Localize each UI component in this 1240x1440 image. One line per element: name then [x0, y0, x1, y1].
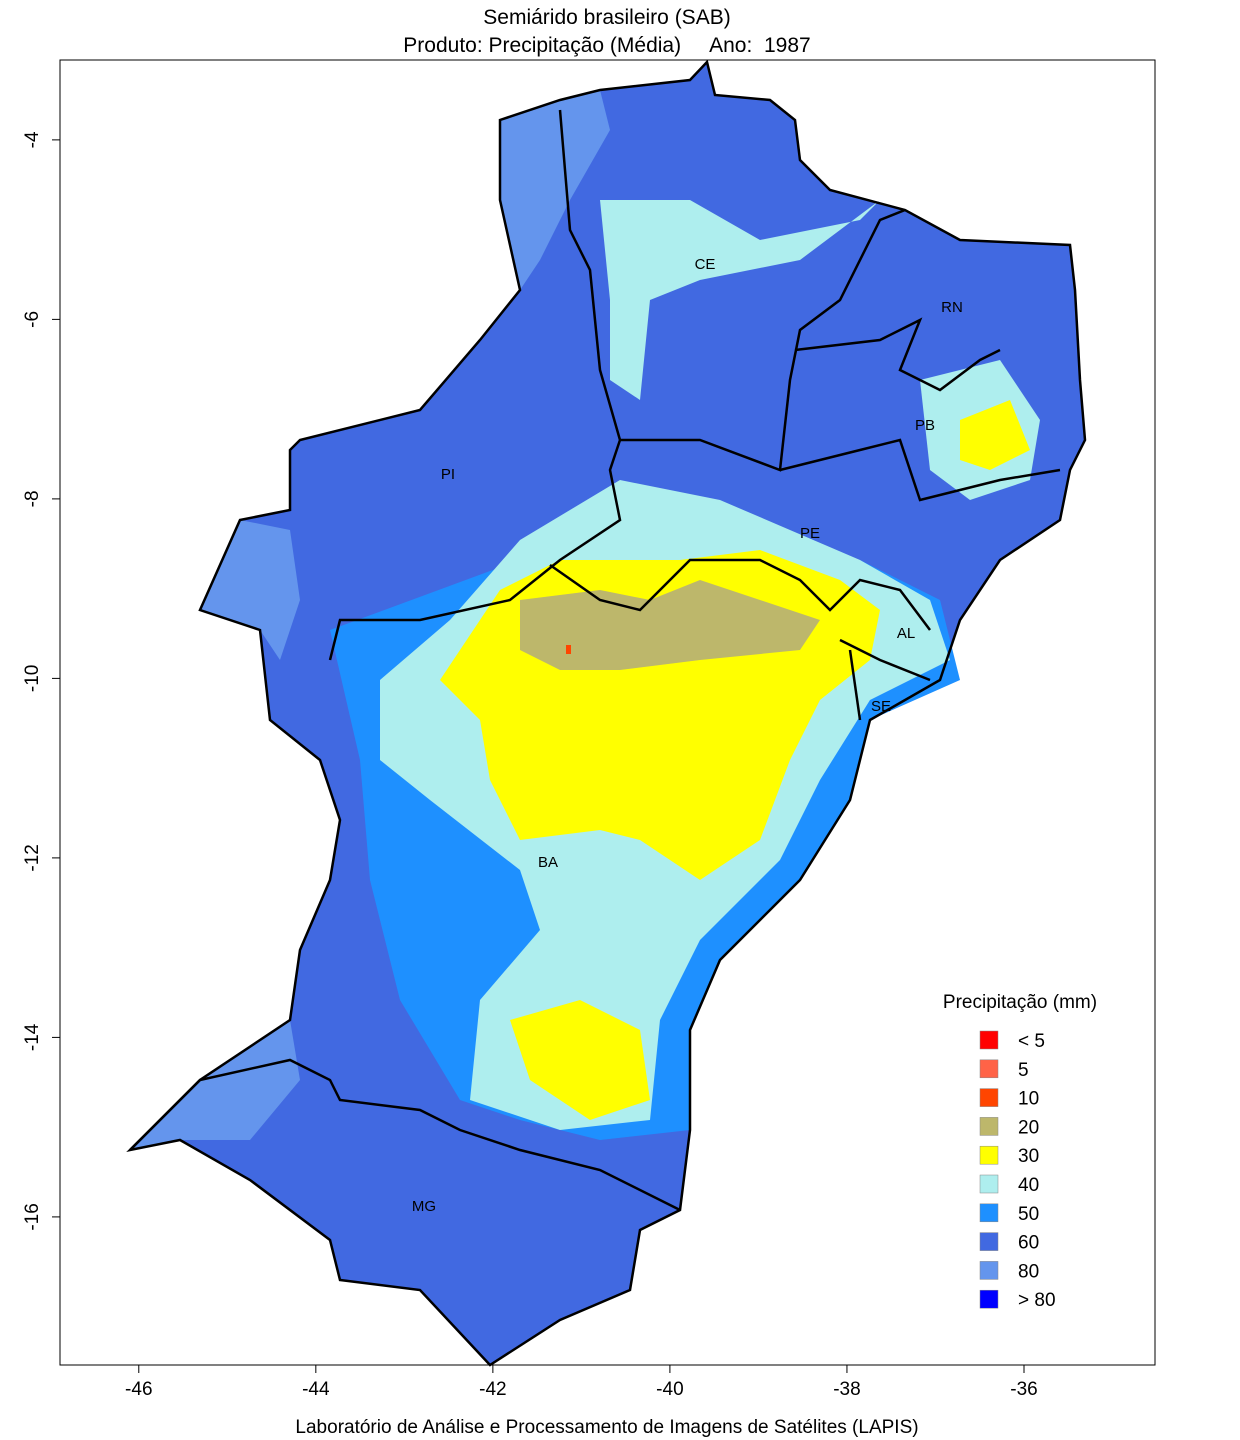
legend-label: 80: [1018, 1261, 1039, 1282]
x-tick-label: -44: [302, 1379, 330, 1400]
legend-label: 40: [1018, 1175, 1039, 1196]
region-label: RN: [941, 299, 963, 316]
legend-swatch: [979, 1203, 999, 1223]
region-label: PE: [800, 525, 820, 542]
axes: -46 -44 -42 -40 -38 -36 -4 -6 -8 -10 -12 -14 -16: [22, 131, 1038, 1400]
y-tick-label: -8: [22, 490, 43, 507]
region-label: MG: [412, 1198, 436, 1215]
legend-swatch: [979, 1088, 999, 1107]
zone-30: [510, 1000, 650, 1120]
legend-swatch: [979, 1059, 999, 1079]
y-tick-label: -16: [22, 1203, 43, 1230]
region-label: PB: [915, 417, 935, 434]
legend-label: 20: [1018, 1117, 1039, 1138]
y-tick-label: -14: [22, 1023, 43, 1051]
footer: Laboratório de Análise e Processamento d…: [295, 1417, 918, 1438]
region-labels: CE RN PB PI PE AL SE BA MG: [412, 256, 963, 1215]
x-tick-label: -38: [833, 1379, 860, 1400]
legend-swatch: [979, 1174, 999, 1194]
y-tick-label: -12: [22, 844, 43, 871]
y-tick-label: -10: [22, 665, 43, 692]
region-label: PI: [441, 466, 455, 483]
y-tick-label: -6: [22, 311, 43, 328]
legend-label: 60: [1018, 1233, 1039, 1254]
legend-label: 30: [1018, 1146, 1039, 1167]
region-label: SE: [871, 698, 891, 715]
zone-80: [500, 90, 610, 290]
legend-label: 5: [1018, 1060, 1029, 1081]
x-tick-label: -40: [656, 1379, 683, 1400]
zone-30: [960, 400, 1030, 470]
subtitle: Produto: Precipitação (Média) Ano: 1987: [403, 34, 810, 57]
region-label: AL: [897, 625, 915, 642]
legend-swatch: [979, 1145, 999, 1165]
legend-label: > 80: [1018, 1290, 1056, 1311]
legend-label: 50: [1018, 1204, 1039, 1225]
x-tick-label: -42: [479, 1379, 506, 1400]
state-borders: [126, 59, 1087, 1367]
y-tick-label: -4: [22, 131, 43, 148]
zone-80: [130, 1020, 300, 1150]
zone-20: [520, 580, 820, 670]
legend-title: Precipitação (mm): [943, 992, 1097, 1013]
legend-swatch: [979, 1289, 999, 1309]
legend: Precipitação (mm) < 5 5 10 20 30 40 50 60 80 > 80: [943, 992, 1097, 1311]
plot-frame: [59, 59, 1156, 1366]
zone-80: [200, 520, 300, 660]
map-area: [126, 59, 1087, 1367]
title: Semiárido brasileiro (SAB): [483, 6, 730, 29]
x-tick-label: -36: [1010, 1379, 1037, 1400]
legend-swatch: [979, 1261, 999, 1280]
legend-swatch: [979, 1117, 999, 1136]
legend-label: < 5: [1018, 1031, 1045, 1052]
zone-10: [566, 645, 571, 654]
legend-swatch: [979, 1030, 999, 1050]
region-label: CE: [695, 256, 716, 273]
x-tick-label: -46: [125, 1379, 152, 1400]
zone-40: [600, 200, 880, 400]
region-label: BA: [538, 854, 558, 871]
legend-swatch: [979, 1232, 999, 1251]
legend-label: 10: [1018, 1089, 1039, 1110]
